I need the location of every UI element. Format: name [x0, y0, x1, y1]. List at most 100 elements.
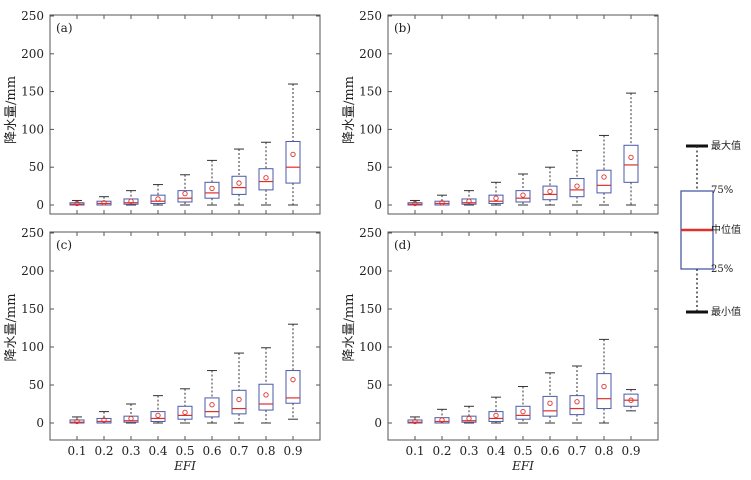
panel-b: 0 50 100 150 200 250 降水量/mm (b)	[342, 9, 659, 215]
x-tick-label: 0.5	[513, 444, 532, 458]
y-tick-label: 50	[29, 378, 44, 392]
box-0.4	[150, 395, 166, 424]
mean-marker	[182, 191, 188, 197]
box-body	[596, 169, 612, 194]
legend-median-label: 中位值	[711, 223, 741, 236]
y-axis-label: 降水量/mm	[4, 76, 19, 144]
box-0.7	[231, 352, 247, 424]
box-body	[258, 168, 274, 191]
box-0.9	[623, 389, 639, 412]
box-body	[488, 194, 504, 204]
box-0.8	[596, 338, 612, 424]
y-tick-label: 0	[36, 198, 44, 212]
y-tick-label: 200	[21, 264, 44, 278]
mean-marker	[182, 409, 188, 416]
mean-marker	[547, 400, 553, 406]
y-tick-label: 0	[374, 416, 382, 430]
box-0.5	[177, 388, 193, 424]
box-body	[623, 144, 639, 183]
y-tick-label: 0	[374, 198, 382, 212]
box-body	[123, 415, 139, 423]
mean-marker	[290, 151, 296, 157]
box-0.6	[542, 372, 558, 424]
y-tick-label: 250	[21, 9, 44, 23]
box-body	[96, 417, 112, 424]
mean-marker	[601, 383, 607, 390]
box-0.6	[204, 159, 220, 206]
mean-marker	[601, 174, 607, 180]
x-tick-label: 0.5	[175, 444, 194, 458]
mean-marker	[74, 200, 80, 207]
x-tick-label: 0.3	[121, 444, 140, 458]
mean-marker	[466, 198, 472, 204]
panel-label: (b)	[394, 21, 411, 35]
box-0.8	[258, 347, 274, 424]
box-0.5	[177, 174, 193, 206]
mean-marker	[493, 412, 499, 419]
legend-min-label: 最小值	[711, 305, 741, 318]
mean-marker	[209, 185, 215, 192]
box-0.3	[461, 190, 477, 206]
x-tick-label: 0.3	[459, 444, 478, 458]
box-0.4	[150, 184, 166, 206]
mean-marker	[236, 396, 242, 403]
box-0.2	[434, 194, 450, 206]
box-0.2	[96, 196, 112, 206]
x-tick-label: 0.7	[229, 444, 248, 458]
box-0.3	[123, 403, 139, 424]
box-body	[461, 415, 477, 423]
y-axis-label: 降水量/mm	[342, 76, 357, 144]
box-body	[542, 395, 558, 417]
box-0.3	[461, 405, 477, 424]
box-body	[285, 370, 301, 404]
panel-label: (c)	[56, 238, 72, 252]
box-body	[596, 373, 612, 410]
x-tick-label: 0.6	[202, 444, 221, 458]
box-0.5	[515, 173, 531, 206]
box-0.7	[569, 150, 585, 206]
y-tick-label: 100	[359, 122, 382, 136]
y-tick-label: 50	[367, 160, 382, 174]
mean-marker	[466, 415, 472, 422]
x-tick-label: 0.8	[256, 444, 275, 458]
box-0.1	[407, 416, 423, 425]
y-tick-label: 150	[359, 302, 382, 316]
x-tick-label: 0.6	[540, 444, 559, 458]
x-tick-label: 0.1	[67, 444, 86, 458]
box-body	[488, 411, 504, 422]
box-0.9	[285, 323, 301, 420]
mean-marker	[155, 196, 161, 202]
panel-label: (d)	[394, 238, 411, 252]
mean-marker	[547, 188, 553, 195]
legend-q1-label: 25%	[711, 264, 733, 275]
mean-marker	[290, 377, 296, 383]
panel-d: 0 50 100 150 200 250 0.1 0.2 0.3 0.4 0.5 0.6 0.7 0.8 0…	[342, 226, 659, 473]
box-body	[231, 389, 247, 415]
mean-marker	[439, 417, 445, 423]
box-0.9	[623, 92, 639, 206]
y-tick-label: 250	[21, 226, 44, 240]
mean-marker	[128, 415, 134, 422]
box-0.2	[434, 408, 450, 424]
mean-marker	[628, 397, 634, 403]
box-0.7	[569, 365, 585, 424]
box-0.9	[285, 83, 301, 206]
x-tick-label: 0.9	[621, 444, 640, 458]
y-axis-label: 降水量/mm	[342, 293, 357, 361]
box-body	[177, 405, 193, 420]
box-0.4	[488, 396, 504, 424]
y-tick-label: 150	[21, 85, 44, 99]
mean-marker	[101, 200, 107, 206]
x-tick-label: 0.9	[283, 444, 302, 458]
panel-a: 0 50 100 150 200 250 降水量/mm (a)	[4, 9, 321, 215]
box-body	[69, 419, 85, 424]
y-tick-label: 150	[21, 302, 44, 316]
x-tick-label: 0.4	[486, 444, 505, 458]
box-0.4	[488, 181, 504, 206]
y-axis-label: 降水量/mm	[4, 293, 19, 361]
box-0.5	[515, 386, 531, 424]
y-tick-label: 100	[21, 340, 44, 354]
plot-frame	[387, 14, 659, 215]
mean-marker	[412, 418, 418, 425]
